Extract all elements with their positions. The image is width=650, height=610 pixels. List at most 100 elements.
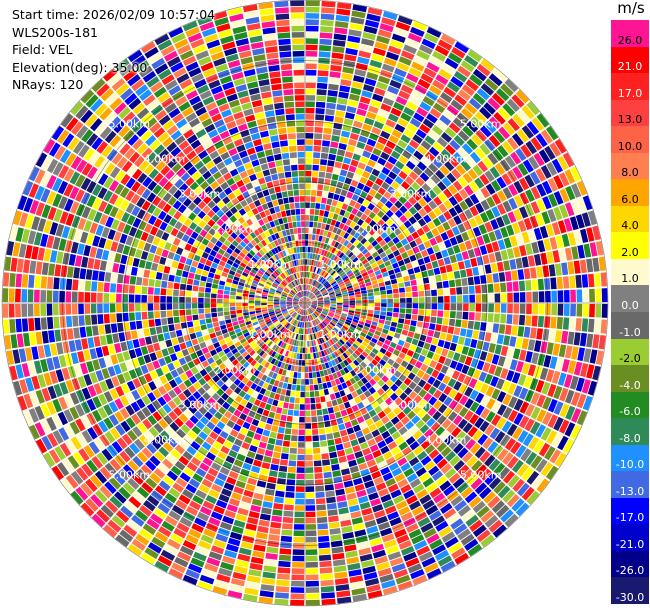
velocity-gate bbox=[302, 315, 304, 322]
velocity-gate bbox=[294, 306, 300, 311]
velocity-gate bbox=[135, 303, 141, 312]
velocity-gate bbox=[458, 89, 471, 101]
velocity-gate bbox=[323, 127, 332, 135]
velocity-gate bbox=[346, 191, 354, 199]
velocity-gate bbox=[405, 38, 420, 49]
velocity-gate bbox=[247, 262, 254, 269]
velocity-gate bbox=[104, 356, 113, 367]
velocity-gate bbox=[349, 263, 356, 270]
velocity-gate bbox=[511, 325, 518, 336]
velocity-gate bbox=[249, 375, 257, 382]
velocity-gate bbox=[212, 441, 223, 450]
velocity-gate bbox=[459, 395, 469, 406]
velocity-gate bbox=[344, 54, 357, 62]
velocity-gate bbox=[491, 500, 505, 514]
velocity-gate bbox=[318, 301, 324, 303]
velocity-gate bbox=[225, 282, 232, 287]
velocity-gate bbox=[323, 296, 330, 299]
velocity-gate bbox=[561, 233, 570, 247]
velocity-gate bbox=[281, 295, 287, 298]
velocity-gate bbox=[415, 346, 423, 354]
velocity-gate bbox=[331, 399, 338, 407]
velocity-gate bbox=[364, 432, 374, 441]
velocity-gate bbox=[351, 280, 358, 285]
velocity-gate bbox=[278, 554, 291, 561]
velocity-gate bbox=[179, 303, 185, 310]
velocity-gate bbox=[9, 365, 18, 381]
velocity-gate bbox=[316, 504, 327, 511]
velocity-gate bbox=[506, 494, 520, 508]
velocity-gate bbox=[348, 138, 357, 147]
velocity-gate bbox=[222, 555, 236, 565]
velocity-gate bbox=[443, 508, 457, 520]
velocity-gate bbox=[2, 319, 10, 334]
velocity-gate bbox=[484, 454, 496, 467]
velocity-gate bbox=[360, 129, 370, 138]
velocity-gate bbox=[351, 81, 363, 89]
velocity-gate bbox=[497, 145, 509, 158]
velocity-gate bbox=[301, 360, 305, 366]
velocity-gate bbox=[114, 491, 127, 504]
velocity-gate bbox=[94, 470, 108, 484]
velocity-gate bbox=[275, 592, 289, 599]
velocity-gate bbox=[503, 237, 512, 249]
velocity-gate bbox=[104, 272, 112, 282]
velocity-gate bbox=[348, 292, 355, 296]
velocity-gate bbox=[322, 459, 331, 466]
velocity-gate bbox=[390, 416, 400, 425]
velocity-gate bbox=[426, 113, 438, 124]
velocity-gate bbox=[350, 369, 357, 377]
velocity-gate bbox=[403, 200, 413, 210]
velocity-gate bbox=[210, 545, 225, 555]
velocity-gate bbox=[387, 186, 396, 195]
velocity-gate bbox=[309, 285, 312, 291]
velocity-gate bbox=[229, 299, 236, 303]
velocity-gate bbox=[361, 248, 369, 255]
velocity-gate bbox=[255, 310, 262, 314]
velocity-gate bbox=[34, 275, 41, 289]
velocity-gate bbox=[317, 523, 328, 530]
velocity-gate bbox=[204, 298, 210, 303]
velocity-gate bbox=[371, 262, 378, 269]
velocity-gate bbox=[530, 186, 541, 200]
velocity-gate bbox=[72, 140, 85, 155]
velocity-gate bbox=[278, 471, 287, 479]
velocity-gate bbox=[324, 484, 334, 491]
velocity-gate bbox=[280, 296, 287, 299]
velocity-gate bbox=[366, 459, 377, 468]
velocity-gate bbox=[378, 319, 385, 324]
velocity-gate bbox=[239, 412, 248, 421]
velocity-gate bbox=[335, 488, 345, 496]
velocity-gate bbox=[40, 359, 49, 373]
velocity-gate bbox=[464, 240, 473, 250]
velocity-gate bbox=[327, 287, 333, 292]
velocity-gate bbox=[411, 415, 421, 425]
velocity-gate bbox=[325, 394, 331, 402]
velocity-gate bbox=[167, 251, 175, 260]
velocity-gate bbox=[495, 216, 505, 228]
velocity-gate bbox=[508, 396, 518, 409]
velocity-gate bbox=[223, 307, 230, 312]
velocity-gate bbox=[405, 308, 412, 314]
velocity-gate bbox=[293, 320, 298, 326]
velocity-gate bbox=[317, 317, 322, 323]
velocity-gate bbox=[362, 474, 373, 483]
velocity-gate bbox=[242, 369, 249, 377]
velocity-gate bbox=[119, 407, 130, 420]
velocity-gate bbox=[442, 318, 449, 326]
velocity-gate bbox=[316, 275, 321, 281]
velocity-gate bbox=[374, 509, 386, 519]
velocity-gate bbox=[217, 307, 223, 312]
velocity-gate bbox=[488, 134, 501, 148]
velocity-gate bbox=[336, 494, 347, 502]
velocity-gate bbox=[299, 334, 302, 341]
velocity-gate bbox=[476, 63, 491, 77]
velocity-gate bbox=[174, 417, 184, 428]
velocity-gate bbox=[428, 163, 439, 173]
velocity-gate bbox=[379, 196, 388, 205]
velocity-gate bbox=[114, 411, 125, 423]
velocity-gate bbox=[253, 362, 260, 369]
velocity-gate bbox=[366, 344, 374, 351]
velocity-gate bbox=[293, 299, 299, 302]
velocity-gate bbox=[403, 106, 415, 117]
